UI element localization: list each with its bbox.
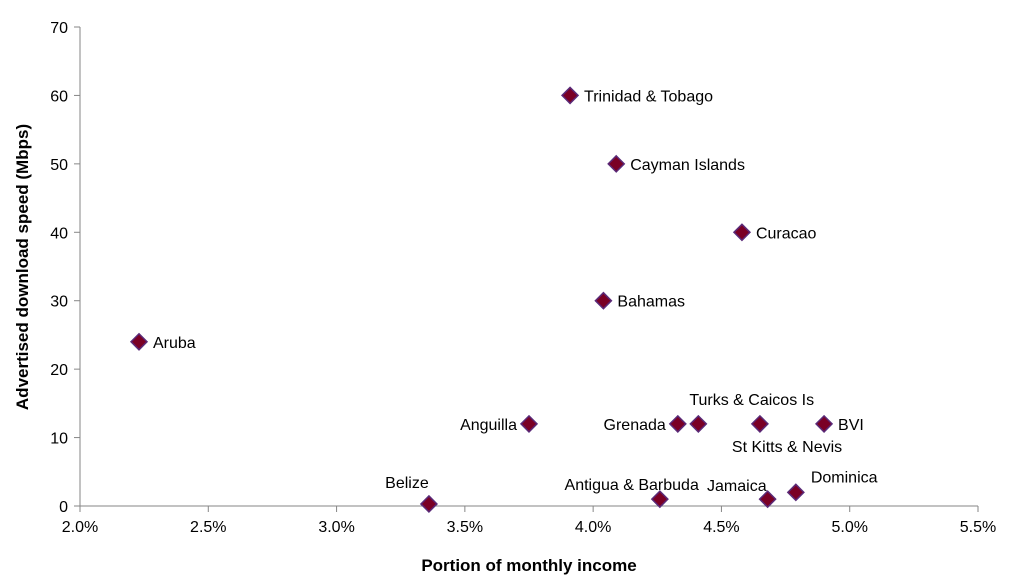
y-tick-label: 50 (50, 157, 68, 174)
data-label: Bahamas (617, 294, 685, 311)
data-label: Trinidad & Tobago (584, 88, 713, 105)
data-label: BVI (838, 417, 864, 434)
y-tick-label: 40 (50, 225, 68, 242)
x-tick-label: 3.5% (447, 519, 483, 536)
x-tick-label: 4.0% (575, 519, 611, 536)
data-point (814, 414, 834, 433)
data-label: St Kitts & Nevis (732, 439, 842, 456)
x-tick-label: 2.0% (62, 519, 98, 536)
x-axis-title: Portion of monthly income (421, 556, 636, 575)
data-point (668, 414, 687, 433)
data-point (560, 86, 580, 105)
x-tick-label: 5.0% (831, 519, 867, 536)
data-label: Grenada (604, 417, 666, 434)
y-tick-label: 20 (50, 362, 68, 379)
y-tick-label: 30 (50, 294, 68, 311)
data-label: Anguilla (460, 417, 517, 434)
data-label: Belize (385, 475, 429, 492)
data-point (607, 154, 626, 173)
y-tick-label: 60 (50, 88, 68, 105)
data-point (750, 414, 769, 433)
x-tick-label: 2.5% (190, 519, 226, 536)
data-point (594, 291, 613, 310)
x-tick-label: 4.5% (703, 519, 739, 536)
data-label: Turks & Caicos Is (689, 392, 814, 409)
data-label: Cayman Islands (630, 157, 745, 174)
y-tick-label: 0 (59, 499, 68, 516)
data-point (650, 490, 669, 509)
y-axis-title: Advertised download speed (Mbps) (13, 124, 32, 410)
y-tick-label: 10 (50, 431, 68, 448)
data-point (758, 490, 777, 509)
x-tick-label: 5.5% (960, 519, 996, 536)
data-point (786, 483, 805, 502)
data-point (419, 494, 438, 514)
data-label: Curacao (756, 225, 817, 242)
axes: 0 10 20 30 40 50 60 70 2.0% 2.5% 3.0% 3.5% 4.0% 4.5% 5… (50, 20, 996, 536)
data-point (129, 332, 149, 351)
data-point (732, 223, 752, 242)
x-tick-label: 3.0% (318, 519, 354, 536)
data-point (689, 414, 708, 433)
data-label: Antigua & Barbuda (565, 477, 699, 494)
data-label: Jamaica (707, 478, 767, 495)
y-tick-label: 70 (50, 20, 68, 37)
data-label: Dominica (811, 469, 878, 486)
data-points: Aruba Belize Anguilla Trinidad & Tobago Baha… (129, 86, 878, 514)
data-label: Aruba (153, 335, 196, 352)
data-point (519, 414, 539, 433)
